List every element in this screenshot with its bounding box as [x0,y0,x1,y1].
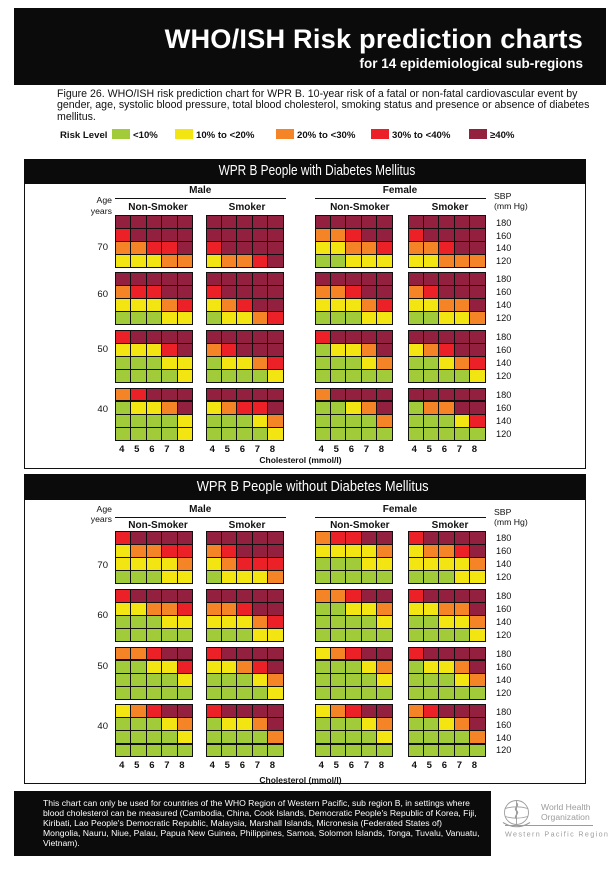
svg-text:World Health: World Health [541,802,591,812]
svg-text:Organization: Organization [541,812,590,822]
svg-text:Western Pacific Region: Western Pacific Region [505,830,609,839]
